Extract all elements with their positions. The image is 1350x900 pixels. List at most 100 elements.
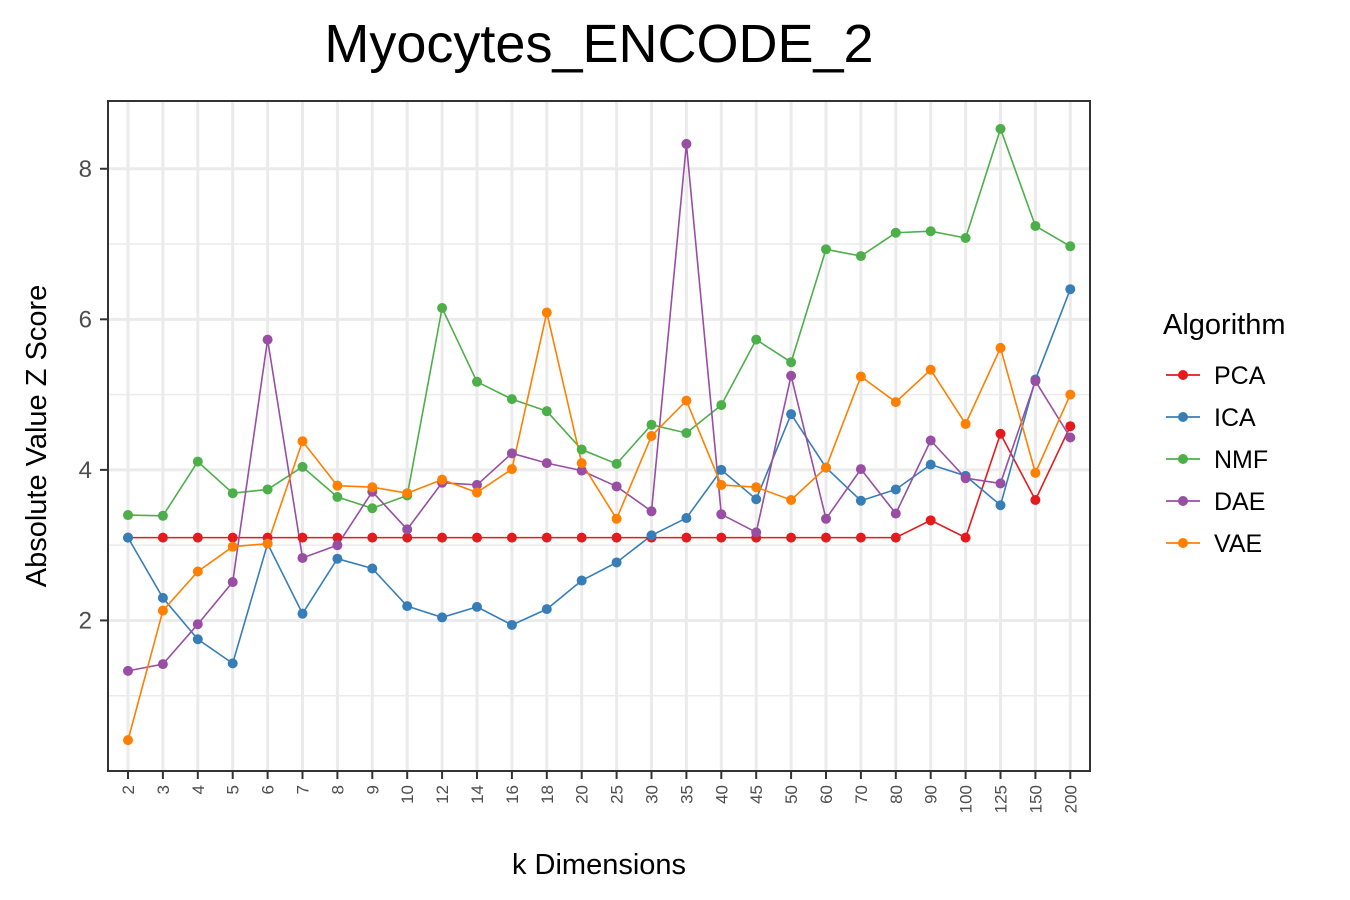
- point-nmf: [123, 510, 133, 521]
- point-vae: [1065, 389, 1076, 400]
- point-nmf: [995, 123, 1006, 134]
- x-tick-label: 4: [189, 785, 208, 794]
- point-pca: [506, 532, 517, 543]
- x-tick-label: 14: [468, 785, 487, 804]
- legend-label-nmf: NMF: [1214, 446, 1268, 474]
- series-line-dae: [127, 143, 1071, 672]
- point-nmf: [821, 244, 831, 255]
- point-ica: [157, 592, 168, 603]
- x-tick-label: 80: [887, 785, 906, 804]
- legend-marker-nmf: [1178, 454, 1188, 464]
- point-pca: [157, 532, 168, 543]
- point-ica: [506, 619, 517, 630]
- point-dae: [821, 513, 831, 524]
- point-pca: [855, 532, 866, 543]
- point-nmf: [716, 400, 727, 411]
- point-pca: [437, 532, 448, 543]
- point-vae: [402, 488, 413, 499]
- point-vae: [472, 487, 482, 498]
- point-pca: [821, 532, 831, 543]
- point-nmf: [786, 357, 797, 368]
- point-dae: [541, 458, 552, 469]
- point-vae: [437, 474, 448, 485]
- x-tick-label: 5: [224, 785, 243, 794]
- legend-marker-pca: [1178, 370, 1188, 380]
- point-vae: [123, 735, 133, 746]
- point-ica: [437, 612, 448, 623]
- point-nmf: [367, 503, 378, 514]
- y-tick-label: 4: [79, 457, 92, 484]
- x-tick-label: 10: [398, 785, 417, 804]
- legend-label-vae: VAE: [1214, 530, 1262, 558]
- point-pca: [611, 532, 622, 543]
- point-ica: [367, 563, 378, 574]
- point-nmf: [1030, 220, 1041, 231]
- point-nmf: [192, 456, 203, 467]
- x-tick-label: 7: [294, 785, 313, 794]
- x-tick-label: 6: [259, 785, 278, 794]
- point-vae: [786, 494, 797, 505]
- point-ica: [611, 557, 622, 568]
- x-tick-label: 70: [852, 785, 871, 804]
- point-vae: [821, 462, 831, 473]
- point-nmf: [297, 461, 308, 472]
- point-pca: [472, 532, 482, 543]
- point-nmf: [611, 458, 622, 469]
- chart-title: Myocytes_ENCODE_2: [324, 14, 873, 74]
- point-ica: [332, 553, 343, 564]
- point-pca: [786, 532, 797, 543]
- x-tick-label: 16: [503, 785, 522, 804]
- point-pca: [925, 515, 936, 526]
- point-nmf: [157, 510, 168, 521]
- x-tick-label: 125: [992, 785, 1011, 813]
- point-dae: [646, 506, 657, 517]
- point-vae: [506, 464, 517, 475]
- point-pca: [332, 532, 343, 543]
- point-dae: [227, 577, 238, 588]
- legend-items: PCA ICA NMF DAE VAE: [1166, 362, 1268, 558]
- point-ica: [890, 484, 901, 495]
- point-vae: [1030, 467, 1041, 478]
- point-nmf: [227, 488, 238, 499]
- x-tick-label: 50: [782, 785, 801, 804]
- point-vae: [681, 395, 692, 406]
- point-dae: [751, 527, 762, 538]
- y-tick-label: 8: [79, 156, 92, 183]
- point-ica: [297, 608, 308, 619]
- x-axis-title: k Dimensions: [512, 849, 686, 881]
- point-dae: [1065, 432, 1076, 443]
- point-pca: [716, 532, 727, 543]
- x-tick-label: 9: [363, 785, 382, 794]
- point-ica: [925, 459, 936, 470]
- point-dae: [262, 334, 273, 345]
- point-nmf: [576, 444, 587, 455]
- point-nmf: [681, 427, 692, 438]
- point-ica: [402, 601, 413, 612]
- series-line-ica: [127, 288, 1072, 665]
- point-vae: [716, 479, 727, 490]
- point-nmf: [855, 251, 866, 262]
- series-line-pca: [128, 425, 1072, 539]
- point-dae: [157, 659, 168, 670]
- legend-marker-vae: [1178, 538, 1188, 548]
- point-dae: [472, 479, 482, 490]
- point-nmf: [646, 419, 657, 430]
- point-dae: [995, 478, 1006, 489]
- point-dae: [576, 465, 587, 476]
- point-nmf: [541, 406, 552, 417]
- point-vae: [367, 482, 378, 493]
- x-tick-label: 40: [712, 785, 731, 804]
- series-lines: [127, 126, 1072, 741]
- legend-label-ica: ICA: [1214, 404, 1256, 432]
- point-pca: [995, 428, 1006, 439]
- point-dae: [716, 509, 727, 520]
- point-nmf: [506, 394, 517, 405]
- point-vae: [995, 342, 1006, 353]
- x-tick-label: 60: [817, 785, 836, 804]
- point-dae: [297, 552, 308, 563]
- point-dae: [925, 435, 936, 446]
- x-axis: 2 3 4 5 6 7 8 9 10 12 14 16 18 20 25 30 35 40 45 50 60 70 80 90…: [119, 771, 1080, 813]
- legend-title: Algorithm: [1163, 309, 1286, 341]
- point-pca: [960, 532, 971, 543]
